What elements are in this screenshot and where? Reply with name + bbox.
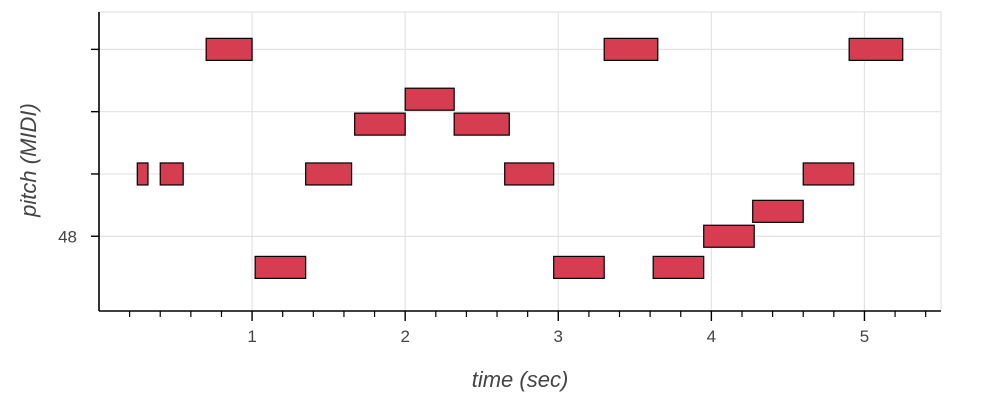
axes bbox=[98, 12, 941, 312]
note-bar bbox=[848, 37, 904, 61]
ticks: 1 2 3 4 5 48 bbox=[58, 48, 927, 346]
x-tick-label: 5 bbox=[860, 327, 869, 346]
note-bar bbox=[752, 199, 804, 223]
note-bar bbox=[603, 37, 659, 61]
note-bar bbox=[404, 87, 455, 111]
note-bar bbox=[305, 162, 353, 186]
notes bbox=[136, 37, 904, 279]
y-tick-label: 48 bbox=[58, 227, 77, 246]
x-tick-label: 3 bbox=[554, 327, 563, 346]
note-bar bbox=[652, 255, 705, 279]
note-bar bbox=[703, 224, 755, 248]
note-bar bbox=[205, 37, 253, 61]
note-bar bbox=[504, 162, 555, 186]
note-bar bbox=[553, 255, 605, 279]
x-tick-label: 4 bbox=[707, 327, 716, 346]
x-tick-label: 1 bbox=[247, 327, 256, 346]
y-axis-label: pitch (MIDI) bbox=[16, 103, 41, 218]
note-bar bbox=[159, 162, 184, 186]
x-tick-label: 2 bbox=[400, 327, 409, 346]
note-bar bbox=[354, 112, 406, 136]
note-bar bbox=[136, 162, 149, 186]
x-axis-label: time (sec) bbox=[472, 367, 569, 392]
note-bar bbox=[802, 162, 855, 186]
note-bar bbox=[453, 112, 510, 136]
note-bar bbox=[254, 255, 307, 279]
